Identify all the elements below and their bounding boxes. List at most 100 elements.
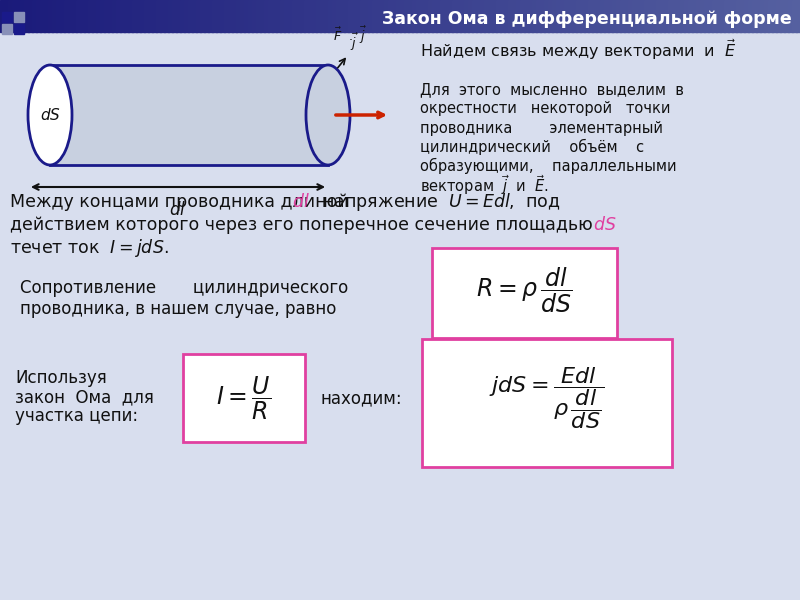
Bar xyxy=(64,0,69,32)
Bar xyxy=(340,0,345,32)
Text: образующими,    параллельными: образующими, параллельными xyxy=(420,158,677,174)
Bar xyxy=(376,0,381,32)
Bar xyxy=(620,0,625,32)
Bar xyxy=(252,0,257,32)
Bar xyxy=(392,0,397,32)
Text: Найдем связь между векторами  и  $\vec{E}$: Найдем связь между векторами и $\vec{E}$ xyxy=(420,38,737,62)
Bar xyxy=(80,0,85,32)
Bar xyxy=(216,0,221,32)
Bar xyxy=(2,12,12,22)
Text: $R = \rho\,\dfrac{dl}{dS}$: $R = \rho\,\dfrac{dl}{dS}$ xyxy=(476,265,573,314)
Bar xyxy=(656,0,661,32)
Bar xyxy=(472,0,477,32)
Bar xyxy=(764,0,769,32)
Bar xyxy=(492,0,497,32)
Bar xyxy=(588,0,593,32)
Bar xyxy=(348,0,353,32)
Bar xyxy=(24,0,29,32)
Bar xyxy=(52,0,57,32)
Bar xyxy=(320,0,325,32)
Bar xyxy=(188,0,193,32)
Bar xyxy=(404,0,409,32)
Bar xyxy=(304,0,309,32)
Bar xyxy=(640,0,645,32)
Text: векторам  $\vec{j}$  и  $\vec{E}$.: векторам $\vec{j}$ и $\vec{E}$. xyxy=(420,173,549,197)
Bar xyxy=(744,0,749,32)
Bar xyxy=(692,0,697,32)
Bar xyxy=(20,0,25,32)
Text: Между концами проводника длиной: Между концами проводника длиной xyxy=(10,193,354,211)
Bar xyxy=(608,0,613,32)
Bar xyxy=(220,0,225,32)
Bar xyxy=(12,0,17,32)
Text: $jdS = \dfrac{Edl}{\rho\,\dfrac{dl}{dS}}$: $jdS = \dfrac{Edl}{\rho\,\dfrac{dl}{dS}}… xyxy=(490,365,605,431)
Bar xyxy=(260,0,265,32)
Bar xyxy=(536,0,541,32)
Bar xyxy=(176,0,181,32)
Bar xyxy=(500,0,505,32)
Bar xyxy=(700,0,705,32)
Bar xyxy=(236,0,241,32)
Bar xyxy=(756,0,761,32)
Bar xyxy=(572,0,577,32)
Bar xyxy=(564,0,569,32)
Bar xyxy=(768,0,773,32)
Bar xyxy=(604,0,609,32)
Bar xyxy=(272,0,277,32)
Bar xyxy=(556,0,561,32)
Bar xyxy=(612,0,617,32)
Bar xyxy=(96,0,101,32)
Bar xyxy=(704,0,709,32)
Bar xyxy=(68,0,73,32)
Bar xyxy=(184,0,189,32)
Bar xyxy=(112,0,117,32)
Bar xyxy=(88,0,93,32)
Bar xyxy=(516,0,521,32)
Bar xyxy=(104,0,109,32)
Bar xyxy=(636,0,641,32)
Bar xyxy=(232,0,237,32)
Bar xyxy=(280,0,285,32)
Bar xyxy=(696,0,701,32)
Bar xyxy=(424,0,429,32)
Bar xyxy=(344,0,349,32)
Bar xyxy=(284,0,289,32)
Bar xyxy=(508,0,513,32)
Bar xyxy=(196,0,201,32)
Bar xyxy=(76,0,81,32)
Bar xyxy=(672,0,677,32)
Bar xyxy=(568,0,573,32)
Bar xyxy=(532,0,537,32)
Bar xyxy=(140,0,145,32)
Bar xyxy=(544,0,549,32)
Bar xyxy=(44,0,49,32)
Bar xyxy=(788,0,793,32)
Bar xyxy=(668,0,673,32)
Bar xyxy=(780,0,785,32)
Bar xyxy=(108,0,113,32)
Bar xyxy=(14,12,24,22)
Bar xyxy=(48,0,53,32)
Text: закон  Ома  для: закон Ома для xyxy=(15,388,154,406)
Bar xyxy=(244,0,249,32)
Bar xyxy=(228,0,233,32)
Bar xyxy=(100,0,105,32)
FancyBboxPatch shape xyxy=(422,339,672,467)
Bar xyxy=(540,0,545,32)
Bar xyxy=(772,0,777,32)
Bar xyxy=(136,0,141,32)
Bar xyxy=(504,0,509,32)
Bar xyxy=(200,0,205,32)
Text: проводника        элементарный: проводника элементарный xyxy=(420,121,663,136)
Bar xyxy=(684,0,689,32)
Bar xyxy=(240,0,245,32)
Bar xyxy=(736,0,741,32)
Bar xyxy=(488,0,493,32)
Bar xyxy=(436,0,441,32)
Bar xyxy=(92,0,97,32)
Bar xyxy=(688,0,693,32)
Bar xyxy=(464,0,469,32)
Bar xyxy=(180,0,185,32)
Bar xyxy=(324,0,329,32)
Bar xyxy=(144,0,149,32)
